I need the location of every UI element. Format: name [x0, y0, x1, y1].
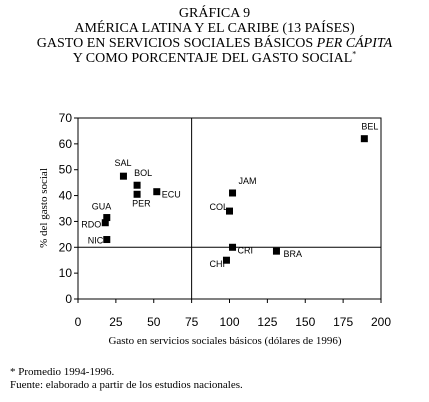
title-region: AMÉRICA LATINA Y EL CARIBE (13 PAÍSES)	[74, 21, 355, 36]
point-bra	[272, 247, 280, 255]
point-jam	[229, 189, 237, 197]
title-sub: Y COMO PORCENTAJE DEL GASTO SOCIAL*	[0, 49, 429, 66]
y-tick-label: 70	[59, 111, 73, 125]
footnote-source: Fuente: elaborado a partir de los estudi…	[10, 379, 243, 391]
point-nic	[103, 236, 111, 244]
x-tick-label: 200	[371, 315, 391, 329]
point-ecu	[153, 188, 161, 196]
point-cri	[229, 243, 237, 251]
point-label-jam: JAM	[239, 176, 257, 186]
y-tick-label: 20	[59, 240, 73, 254]
point-label-rdo: RDO	[81, 220, 101, 230]
point-chi	[222, 256, 230, 264]
y-tick-label: 50	[59, 163, 73, 177]
y-tick-label: 30	[59, 214, 73, 228]
y-axis-label: % del gasto social	[38, 168, 50, 248]
x-tick-label: 0	[75, 315, 82, 329]
point-per	[133, 190, 141, 198]
point-col	[226, 207, 233, 215]
point-sal	[119, 172, 127, 180]
y-tick-label: 0	[65, 292, 72, 306]
chart-title-block: GRÁFICA 9 AMÉRICA LATINA Y EL CARIBE (13…	[0, 6, 429, 66]
point-label-bra: BRA	[283, 249, 302, 259]
title-per-capita: PER CÁPITA	[316, 36, 393, 51]
point-label-ecu: ECU	[162, 190, 181, 200]
point-rdo	[101, 219, 109, 227]
point-label-bel: BEL	[361, 122, 378, 132]
figure-number: GRÁFICA 9	[178, 6, 251, 21]
y-tick-label: 60	[59, 137, 73, 151]
x-tick-label: 100	[219, 315, 239, 329]
point-label-bol: BOL	[134, 168, 152, 178]
title-main: GASTO EN SERVICIOS SOCIALES BÁSICOS PER …	[0, 36, 429, 51]
title-main-text: GASTO EN SERVICIOS SOCIALES BÁSICOS	[36, 36, 317, 51]
y-tick-label: 40	[59, 189, 73, 203]
point-label-chi: CHI	[209, 259, 225, 269]
y-tick-label: 10	[59, 266, 73, 280]
x-axis-ticks: 0 25 50 75 100 125 150 175 200	[75, 299, 391, 329]
x-tick-label: 75	[185, 315, 199, 329]
point-label-col: COL	[210, 202, 229, 212]
title-footnote-mark: *	[352, 49, 357, 59]
point-label-sal: SAL	[114, 158, 131, 168]
point-bel	[360, 135, 368, 143]
y-axis-ticks: 0 10 20 30 40 50 60 70	[59, 111, 78, 306]
point-gua	[103, 214, 111, 222]
x-axis-label: Gasto en servicios sociales básicos (dól…	[108, 335, 341, 347]
point-label-gua: GUA	[92, 202, 112, 212]
point-bol	[133, 181, 141, 189]
x-tick-label: 150	[295, 315, 315, 329]
footnote-average: * Promedio 1994-1996.	[10, 366, 115, 378]
x-tick-label: 175	[333, 315, 353, 329]
point-label-per: PER	[132, 198, 151, 208]
point-label-nic: NIC	[88, 236, 104, 246]
title-sub-text: Y COMO PORCENTAJE DEL GASTO SOCIAL	[72, 51, 353, 66]
footnotes: * Promedio 1994-1996. Fuente: elaborado …	[10, 366, 243, 392]
x-tick-label: 125	[257, 315, 277, 329]
x-tick-label: 25	[109, 315, 123, 329]
x-tick-label: 50	[147, 315, 161, 329]
point-label-cri: CRI	[238, 245, 254, 255]
